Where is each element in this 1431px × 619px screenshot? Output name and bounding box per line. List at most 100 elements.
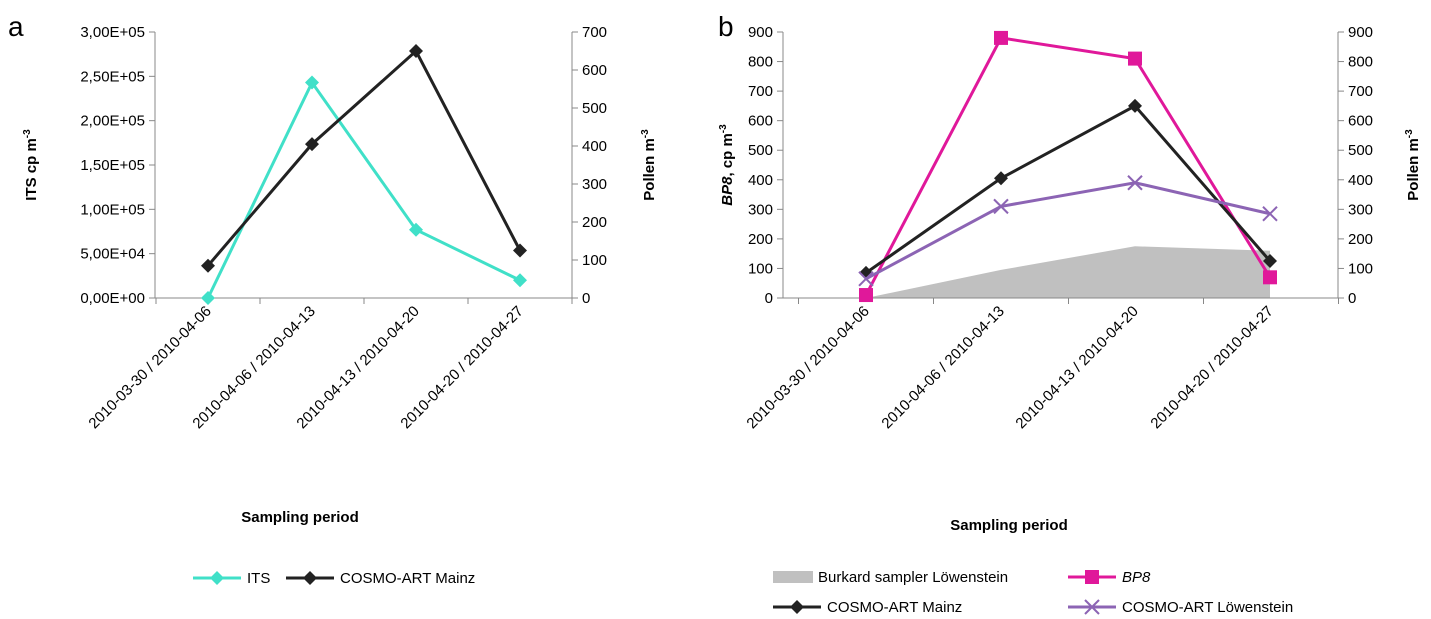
panel-b-ylabel-sup: -3 [718,124,729,133]
panel-b-ytick-label: 100 [748,260,773,277]
panel-b-legend-bp8-marker [1085,570,1099,584]
panel-a-series-line-0 [206,79,521,299]
panel-a-label: a [8,11,24,42]
panel-b-series-0-point [1263,270,1277,285]
panel-b-series-2-point-b [1262,206,1278,222]
panel-b-xtick-label: 2010-04-06 / 2010-04-13 [878,303,1007,432]
panel-b-legend-burkard-swatch [773,571,813,583]
panel-a-series-0-point [305,75,319,90]
panel-b-series-2-point [858,271,874,287]
panel-b-ytick-label: 200 [748,231,773,248]
panel-a-y2tick-label: 300 [582,176,607,193]
panel-b-series-0-point [859,288,873,303]
panel-a-y2label-text: Pollen m [641,138,658,201]
panel-b-y2tick-label: 900 [1348,24,1373,41]
panel-b-ytick-label: 400 [748,172,773,189]
panel-b-series-line-0 [864,36,1272,296]
panel-b-y2tick-label: 0 [1348,290,1356,307]
panel-a-series-line-1 [206,48,522,267]
panel-b-label: b [718,11,734,42]
panel-a-series-0-point [409,222,423,237]
panel-b-series-2-point [1262,206,1278,222]
panel-b-series-0-point [1128,51,1142,66]
panel-b-series-2-point-b [993,198,1009,215]
panel-a-y2tick-label: 100 [582,252,607,269]
panel-b-xtick-label: 2010-04-13 / 2010-04-20 [1012,303,1141,432]
panel-b-y2tick-label: 800 [1348,54,1373,71]
panel-b-series-line-1 [865,103,1272,275]
panel-a-ytick-label: 1,00E+05 [80,201,145,218]
panel-a-y2tick-label: 500 [582,100,607,117]
panel-a-series-1-point [513,243,527,258]
panel-a-legend-mainz-label: COSMO-ART Mainz [340,570,475,587]
panel-a-legend-its-marker [210,571,224,585]
panel-a-ytick-label: 3,00E+05 [80,24,145,41]
panel-b-ytick-label: 300 [748,201,773,218]
panel-b-xlabel: Sampling period [950,517,1068,534]
panel-b-y2tick-label: 700 [1348,83,1373,100]
panel-a-y2tick-label: 200 [582,214,607,231]
panel-b-ytick-label: 900 [748,24,773,41]
panel-b-y2label-sup: -3 [1404,129,1415,138]
panel-b-ytick-label: 800 [748,54,773,71]
panel-b-series-1-point [994,171,1008,186]
panel-b-series-1-point [1128,98,1142,113]
panel-a-ytick-label: 1,50E+05 [80,157,145,174]
panel-b-ytick-label: 600 [748,113,773,130]
panel-b-ytick-label: 0 [765,290,773,307]
panel-b-legend-burkard-label: Burkard sampler Löwenstein [818,569,1008,586]
panel-b-ytick-label: 500 [748,142,773,159]
panel-b-series-2-point [1127,175,1143,191]
panel-b-legend-bp8-label: BP8 [1122,569,1151,586]
panel-a-xtick-label: 2010-04-20 / 2010-04-27 [397,303,526,432]
panel-a-series-0-point [513,273,527,288]
panel-a-xtick-label: 2010-03-30 / 2010-04-06 [85,303,214,432]
panel-a-ytick-label: 2,50E+05 [80,68,145,85]
panel-a-y2tick-label: 400 [582,138,607,155]
panel-b-legend-lowenstein-marker-b [1084,599,1100,615]
panel-a-series-0-point [201,291,215,305]
panel-a-ylabel-sup: -3 [22,129,33,138]
panel-a-xtick-label: 2010-04-13 / 2010-04-20 [293,303,422,432]
panel-a-ylabel-text: ITS cp m [23,138,40,201]
panel-a-ytick-label: 0,00E+00 [80,290,145,307]
panel-a-y2label: Pollen m-3 [640,129,658,201]
panel-b-ytick-label: 700 [748,83,773,100]
panel-b-y2tick-label: 500 [1348,142,1373,159]
panel-b-y2tick-label: 100 [1348,260,1373,277]
panel-b-y2tick-label: 200 [1348,231,1373,248]
panel-b-series-0-point [994,30,1008,45]
panel-b-ylabel: BP8, cp m-3 [718,124,736,206]
panel-b-series-2-point-b [858,271,874,287]
panel-a-y2tick-label: 0 [582,290,590,307]
panel-a-xtick-label: 2010-04-06 / 2010-04-13 [189,303,318,432]
panel-a-y2label-sup: -3 [640,129,651,138]
panel-b-series-2-point-b [1127,175,1143,191]
panel-b-ylabel-italic: BP8 [719,176,736,206]
panel-b-xtick-label: 2010-03-30 / 2010-04-06 [743,303,872,432]
panel-b-series-2-point [993,198,1009,215]
panel-a-legend-its-label: ITS [247,570,270,587]
panel-a-y2tick-label: 600 [582,62,607,79]
panel-b-series-line-2 [865,181,1271,281]
panel-b-series-1-point [1263,254,1277,269]
panel-a-series-1-point [409,44,423,58]
panel-b-area-burkard [866,246,1270,298]
panel-b-y2tick-label: 300 [1348,201,1373,218]
panel-a-series-1-point [201,258,215,273]
panel-b-y2label: Pollen m-3 [1404,129,1422,201]
panel-b-legend-mainz-label: COSMO-ART Mainz [827,599,962,616]
panel-b-ylabel-text: , cp m [719,133,736,176]
panel-b-y2tick-label: 400 [1348,172,1373,189]
panel-b-xtick-label: 2010-04-20 / 2010-04-27 [1147,303,1276,432]
panel-a-xlabel: Sampling period [241,509,359,526]
panel-a-ytick-label: 5,00E+04 [80,246,145,263]
panel-a-ylabel: ITS cp m-3 [22,129,40,201]
panel-b-legend-lowenstein-label: COSMO-ART Löwenstein [1122,599,1293,616]
panel-b-legend-mainz-marker [790,600,804,614]
panel-a-y2tick-label: 700 [582,24,607,41]
panel-a-series-1-point [305,137,319,152]
panel-b-legend-lowenstein-marker [1084,599,1100,615]
panel-a-legend-mainz-marker [303,571,317,585]
